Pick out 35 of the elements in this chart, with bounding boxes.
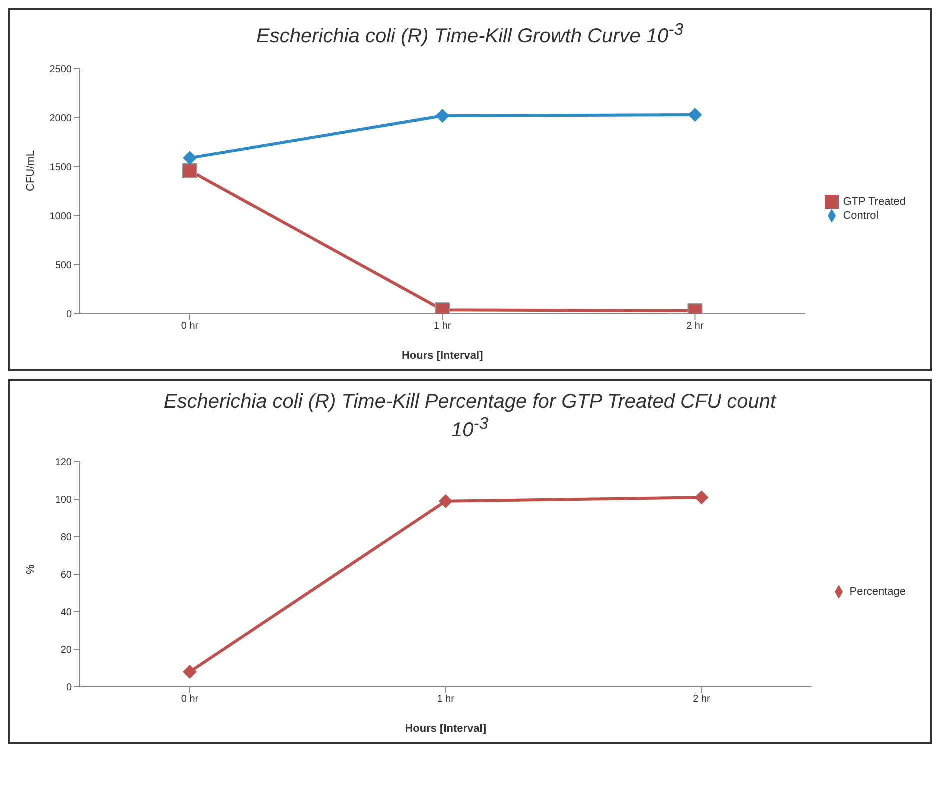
y-tick-label: 1000 [50,211,72,222]
legend-label: GTP Treated [843,196,906,208]
y-tick-label: 0 [66,309,72,320]
y-tick-label: 80 [60,532,72,544]
y-tick-label: 20 [60,645,72,656]
x-tick-label: 1 hr [437,694,456,706]
y-tick-label: 0 [66,682,72,694]
y-tick-label: 120 [55,458,72,469]
x-axis-title: Hours [Interval] [402,350,484,362]
x-tick-label: 1 hr [434,320,452,332]
y-axis-title: % [24,564,37,575]
x-tick-label: 2 hr [686,320,705,332]
point [436,108,450,123]
legend-label: Control [843,210,879,222]
x-tick-label: 0 hr [181,320,200,332]
y-tick-label: 100 [55,495,72,506]
y-tick-label: 40 [60,608,72,619]
y-axis-title: CFU/mL [24,150,37,192]
y-tick-label: 60 [60,570,72,582]
chart-title: Escherichia coli (R) Time-Kill Percentage for GTP Treated CFU count 10$^{-3}$ [162,390,778,442]
point [688,108,702,122]
point [182,163,198,178]
y-tick-label: 1500 [50,162,72,174]
x-tick-label: 0 hr [181,694,200,706]
x-axis-title: Hours [Interval] [405,723,487,736]
x-tick-label: 2 hr [693,694,712,706]
point [438,494,453,509]
y-tick-label: 500 [55,260,72,272]
legend-label: Percentage [850,586,906,598]
y-tick-label: 2000 [50,113,72,124]
point [694,490,709,505]
y-tick-label: 2500 [50,64,72,76]
point [183,150,197,165]
chart-title: Escherichia coli (R) Time-Kill Growth Curve 10$^{-3}$ [256,19,684,49]
point [183,665,197,680]
